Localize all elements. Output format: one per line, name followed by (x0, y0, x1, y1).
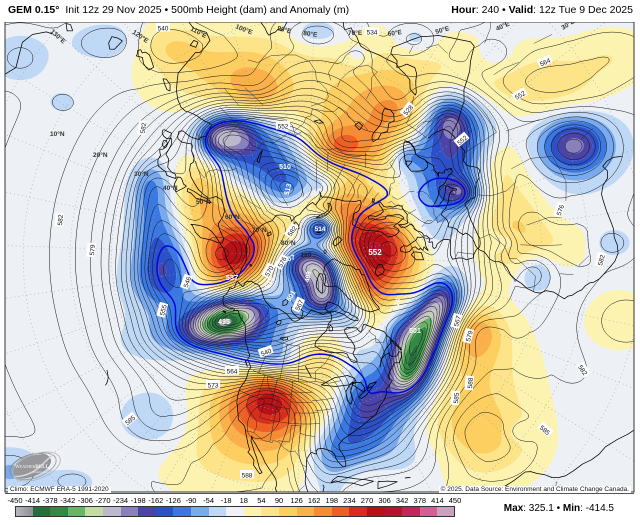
svg-text:10°N: 10°N (50, 130, 65, 138)
svg-text:540: 540 (260, 348, 273, 358)
svg-text:507: 507 (283, 254, 296, 265)
svg-text:576: 576 (556, 204, 566, 217)
svg-text:40°N: 40°N (163, 184, 178, 192)
svg-text:585: 585 (453, 392, 461, 404)
svg-text:30°E: 30°E (560, 17, 577, 32)
svg-text:564: 564 (227, 368, 238, 375)
svg-text:40°E: 40°E (495, 19, 512, 32)
svg-text:Analytics LLC: Analytics LLC (32, 470, 49, 474)
svg-text:588: 588 (467, 377, 475, 389)
svg-text:576: 576 (277, 256, 289, 269)
svg-text:570: 570 (264, 265, 276, 278)
svg-text:579: 579 (465, 330, 475, 343)
svg-text:90°E: 90°E (277, 24, 293, 35)
svg-text:552: 552 (368, 248, 382, 257)
svg-text:552: 552 (278, 123, 289, 130)
svg-text:546: 546 (183, 276, 193, 289)
svg-text:537: 537 (226, 273, 239, 282)
svg-text:20°N: 20°N (93, 151, 108, 159)
svg-text:80°N: 80°N (281, 239, 296, 247)
svg-text:50°E: 50°E (434, 24, 450, 36)
svg-text:588: 588 (242, 472, 253, 479)
svg-text:582: 582 (140, 122, 149, 134)
svg-text:510: 510 (279, 164, 291, 171)
svg-text:180: 180 (301, 252, 312, 259)
svg-text:534: 534 (367, 29, 378, 36)
svg-text:516: 516 (392, 298, 403, 311)
svg-text:582: 582 (57, 214, 65, 226)
svg-text:514: 514 (315, 226, 326, 233)
svg-text:564: 564 (539, 57, 552, 68)
svg-text:555: 555 (159, 304, 169, 317)
svg-text:0: 0 (323, 249, 327, 256)
svg-text:30°N: 30°N (134, 170, 149, 178)
svg-text:579: 579 (89, 244, 97, 256)
svg-text:510: 510 (264, 276, 275, 289)
svg-text:495: 495 (218, 319, 230, 326)
svg-text:50°N: 50°N (196, 198, 211, 206)
svg-text:582: 582 (597, 254, 607, 267)
svg-text:501: 501 (286, 289, 298, 303)
svg-text:567: 567 (294, 299, 305, 312)
svg-text:573: 573 (208, 382, 219, 389)
svg-text:60°E: 60°E (387, 28, 403, 38)
svg-text:501: 501 (409, 328, 421, 335)
svg-text:552: 552 (514, 90, 527, 102)
svg-text:567: 567 (453, 315, 463, 328)
svg-text:513: 513 (284, 183, 294, 196)
svg-text:70°N: 70°N (252, 226, 267, 234)
svg-text:80°E: 80°E (303, 29, 319, 39)
svg-text:70°E: 70°E (348, 29, 363, 37)
svg-text:60°N: 60°N (225, 213, 240, 221)
svg-text:540: 540 (158, 25, 169, 32)
svg-text:499: 499 (304, 270, 313, 282)
svg-text:WEATHERBELL: WEATHERBELL (15, 464, 50, 470)
